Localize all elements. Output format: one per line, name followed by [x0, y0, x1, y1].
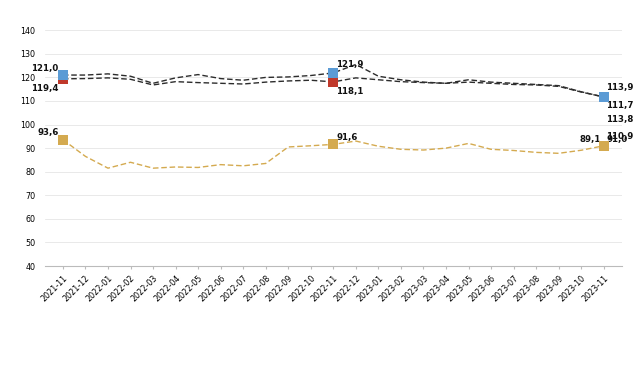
Text: 110,9: 110,9 — [606, 131, 634, 141]
Text: 121,0: 121,0 — [31, 64, 59, 73]
Text: 121,9: 121,9 — [336, 60, 363, 70]
Text: 118,1: 118,1 — [336, 87, 363, 97]
Text: 91,0: 91,0 — [606, 135, 628, 144]
Text: 89,1: 89,1 — [579, 135, 601, 144]
Text: 119,4: 119,4 — [31, 84, 59, 93]
Text: 91,6: 91,6 — [336, 133, 358, 142]
Text: 111,7: 111,7 — [606, 101, 634, 110]
Text: 113,8: 113,8 — [606, 115, 634, 124]
Text: 113,9: 113,9 — [606, 83, 634, 92]
Text: 93,6: 93,6 — [37, 128, 59, 138]
